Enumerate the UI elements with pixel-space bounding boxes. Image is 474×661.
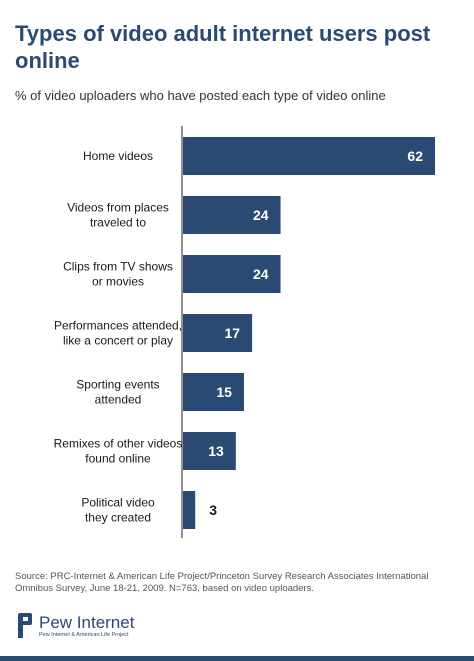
logo-tagline: Pew Internet & American Life Project: [39, 631, 129, 638]
chart-title: Types of video adult internet users post…: [15, 21, 431, 73]
bar-chart: 62 Home videos 24 Videos from places travele…: [54, 126, 435, 538]
category-label: Home videos: [83, 149, 153, 163]
data-label: 13: [208, 443, 224, 459]
category-label: Political video they created: [81, 496, 155, 525]
category-label: Sporting events attended: [76, 378, 159, 407]
data-label: 62: [407, 148, 423, 164]
bar: [183, 255, 281, 293]
data-label: 17: [225, 325, 241, 341]
data-label: 15: [216, 384, 232, 400]
bar: [183, 491, 196, 529]
data-label: 3: [209, 502, 217, 518]
category-label: Videos from places traveled to: [67, 201, 169, 230]
category-label: Performances attended, like a concert or …: [54, 319, 182, 348]
bar: [183, 373, 244, 411]
pew-internet-logo: Pew Internet Pew Internet & American Lif…: [15, 610, 134, 642]
source-note: Source: PRC-Internet & American Life Pro…: [15, 571, 429, 594]
data-label: 24: [253, 207, 269, 223]
pew-logo-icon: [18, 613, 32, 638]
bar: [183, 432, 236, 470]
logo-name: Pew Internet: [39, 612, 135, 632]
category-label: Clips from TV shows or movies: [63, 260, 173, 289]
bar: [183, 137, 435, 175]
bottom-rule: [0, 656, 474, 661]
bar: [183, 196, 281, 234]
chart-subtitle: % of video uploaders who have posted eac…: [15, 88, 386, 103]
bar: [183, 314, 253, 352]
data-label: 24: [253, 266, 269, 282]
category-label: Remixes of other videos found online: [54, 437, 183, 466]
